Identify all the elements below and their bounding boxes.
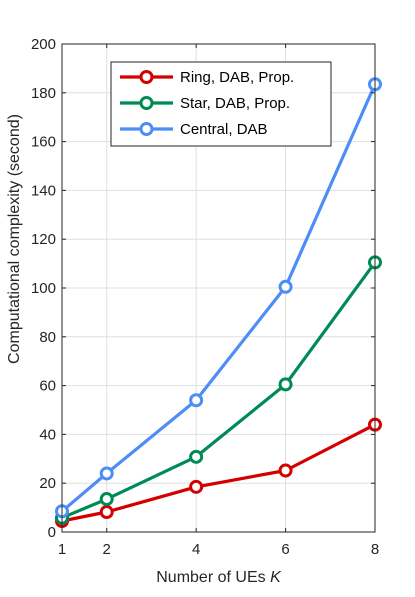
- data-point: [189, 449, 204, 464]
- y-tick-label: 160: [31, 134, 56, 151]
- legend-item[interactable]: Ring, DAB, Prop.: [120, 69, 294, 86]
- legend-marker-swatch: [139, 122, 154, 136]
- data-point: [99, 492, 114, 507]
- data-point: [278, 279, 293, 294]
- y-tick-label: 200: [31, 36, 56, 53]
- legend-marker-swatch: [139, 70, 154, 84]
- y-tick-label: 20: [39, 475, 56, 492]
- y-tick-label: 60: [39, 378, 56, 395]
- x-tick-label: 6: [281, 541, 289, 558]
- y-tick-label: 40: [39, 426, 56, 443]
- y-tick-label: 100: [31, 280, 56, 297]
- legend-item[interactable]: Central, DAB: [120, 121, 268, 138]
- x-tick-label: 2: [103, 541, 111, 558]
- legend-item[interactable]: Star, DAB, Prop.: [120, 95, 290, 112]
- legend-marker-swatch: [139, 96, 154, 110]
- data-point: [99, 466, 114, 481]
- data-point: [99, 504, 114, 519]
- x-axis-variable: K: [270, 569, 282, 586]
- legend[interactable]: Ring, DAB, Prop. Star, DAB, Prop. Central,…: [110, 61, 332, 147]
- y-axis-title: Computational complexity (second): [6, 114, 23, 364]
- x-tick-label: 8: [371, 541, 379, 558]
- data-point: [278, 463, 293, 478]
- y-tick-label: 120: [31, 231, 56, 248]
- x-tick-label: 1: [58, 541, 66, 558]
- x-axis-title: Number of UEs K: [156, 569, 282, 586]
- data-point: [189, 393, 204, 408]
- tick-labels: 0 20 40 60 80 100 120 140 160 180 200 1 2 4 6 8: [31, 36, 379, 558]
- x-axis-title-text: Number of UEs: [156, 569, 265, 586]
- legend-label: Central, DAB: [180, 121, 268, 138]
- data-point: [189, 479, 204, 494]
- axes: [61, 43, 376, 533]
- y-tick-label: 0: [48, 524, 56, 541]
- y-tick-label: 180: [31, 85, 56, 102]
- y-tick-label: 140: [31, 182, 56, 199]
- data-point: [278, 377, 293, 392]
- x-tick-label: 4: [192, 541, 200, 558]
- y-tick-label: 80: [39, 329, 56, 346]
- legend-label: Star, DAB, Prop.: [180, 95, 290, 112]
- legend-label: Ring, DAB, Prop.: [180, 69, 294, 86]
